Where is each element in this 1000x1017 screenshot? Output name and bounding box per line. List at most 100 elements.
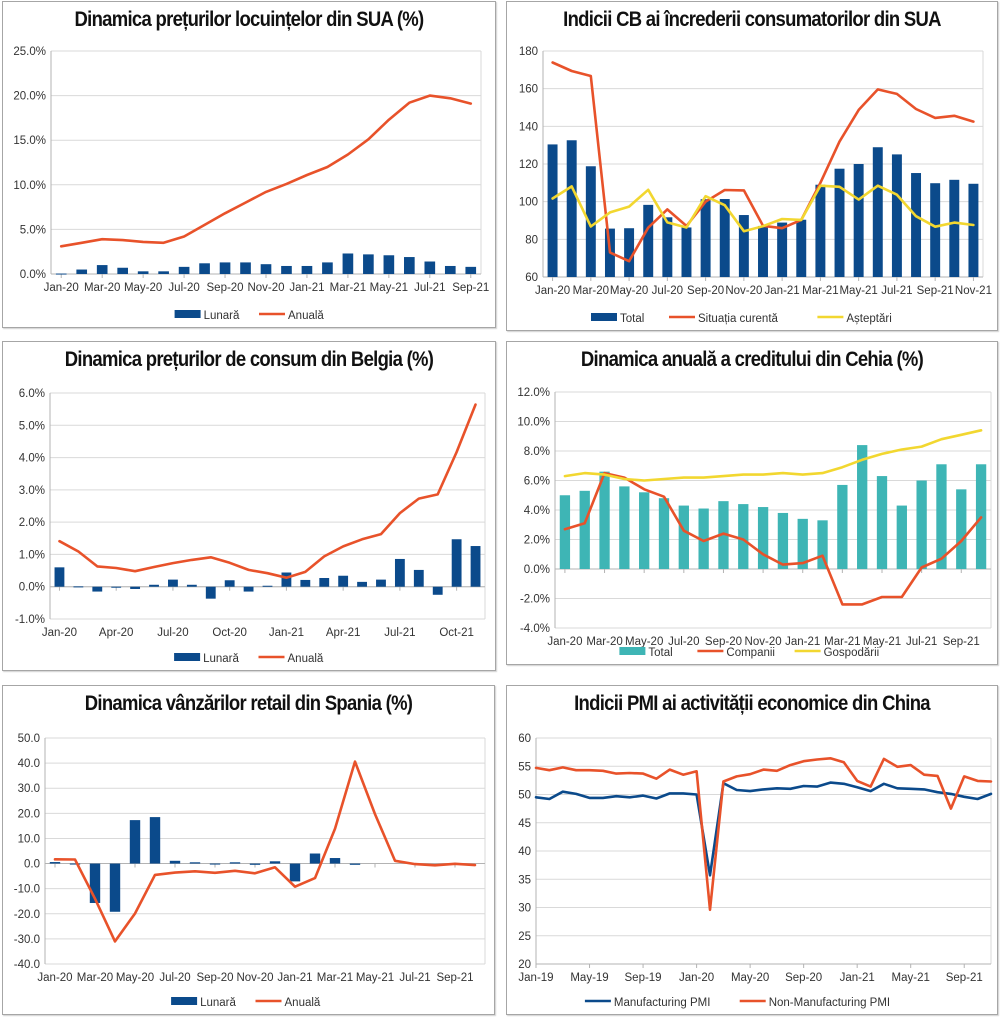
bar-lunar- — [55, 273, 67, 275]
y-tick-label: 0.0% — [20, 269, 46, 281]
x-tick-label: Jul-21 — [906, 636, 937, 648]
bar-lunar- — [376, 579, 386, 587]
y-tick-label: 55 — [518, 761, 531, 773]
bar-lunar- — [117, 267, 128, 274]
y-tick-label: 2.0% — [524, 535, 550, 547]
y-tick-label: 6.0% — [524, 476, 550, 488]
y-tick-label: 10.0 — [18, 833, 40, 845]
y-tick-label: 35 — [518, 874, 531, 886]
y-tick-label: 40 — [518, 846, 531, 858]
bar-total — [599, 471, 610, 569]
y-tick-label: 4.0% — [524, 505, 550, 517]
y-tick-label: 30.0 — [18, 783, 40, 795]
x-tick-label: May-20 — [124, 282, 162, 294]
bar-total — [662, 217, 673, 277]
bar-total — [857, 445, 868, 569]
y-tick-label: -2.0% — [520, 594, 550, 606]
x-tick-label: Jul-20 — [652, 285, 683, 297]
y-tick-label: -10.0 — [14, 884, 40, 896]
bar-lunar- — [357, 581, 367, 587]
bar-lunar- — [451, 539, 462, 587]
bar-total — [891, 154, 902, 277]
bar-total — [777, 512, 789, 569]
x-tick-label: May-21 — [356, 972, 394, 984]
bar-total — [817, 520, 828, 569]
x-tick-label: Jul-20 — [157, 627, 188, 639]
y-tick-label: 0.0% — [19, 582, 45, 594]
line-series-companii — [563, 471, 983, 606]
bar-total — [579, 490, 590, 569]
bar-lunar- — [301, 265, 313, 274]
bar-lunar- — [329, 858, 341, 864]
bar-lunar- — [260, 264, 272, 274]
bar-total — [876, 476, 888, 569]
chart-title: Dinamica vânzărilor retail din Spania (%… — [84, 692, 413, 715]
legend-swatch — [171, 997, 198, 1005]
line-series-manufacturing-pmi — [534, 781, 993, 877]
legend-label: Anuală — [288, 310, 324, 322]
bar-lunar- — [199, 263, 210, 274]
chart-czech-credit: -4.0% -2.0% 0.0% 2.0% 4.0% 6.0% 8.0% 10.0% 12.0%… — [517, 387, 992, 659]
y-tick-label: 40.0 — [18, 758, 40, 770]
bar-total — [678, 505, 689, 569]
bar-total — [837, 484, 848, 569]
bar-lunar- — [394, 558, 405, 587]
bar-lunar- — [209, 863, 221, 865]
bar-lunar- — [229, 862, 241, 864]
chart-panel-spain-retail: Dinamica vânzărilor retail din Spania (%… — [2, 685, 495, 1015]
y-tick-label: 0.0 — [24, 859, 40, 871]
x-tick-label: Mar-20 — [77, 972, 113, 984]
y-tick-label: -4.0% — [520, 623, 550, 635]
x-tick-label: May-21 — [892, 972, 930, 984]
bar-total — [639, 492, 650, 569]
legend-label: Lunară — [203, 653, 239, 665]
x-tick-label: Sep-20 — [785, 972, 822, 984]
legend-swatch — [591, 313, 617, 321]
y-tick-label: 12.0% — [517, 387, 550, 399]
x-tick-label: Jan-21 — [765, 285, 800, 297]
bar-lunar- — [92, 586, 103, 592]
legend: Total Situația curentă Așteptări — [591, 313, 892, 325]
y-tick-label: 10.0% — [13, 180, 46, 192]
chart-spain-retail: -40.0 -30.0 -20.0 -10.0 0.0 10.0 20.0 30.0 40.0 5… — [14, 733, 486, 1009]
y-tick-label: 60 — [525, 272, 538, 284]
bar-total — [738, 215, 749, 277]
bar-lunar- — [76, 269, 88, 274]
x-tick-label: May-19 — [570, 972, 608, 984]
y-tick-label: 5.0% — [20, 224, 46, 236]
bar-total — [896, 505, 907, 569]
line-series-gospod-rii — [563, 429, 983, 482]
line-series-a-tept-ri — [551, 184, 975, 233]
bar-total — [872, 147, 883, 277]
chart-title: Dinamica anuală a creditului din Cehia (… — [580, 348, 924, 371]
x-tick-label: May-21 — [863, 636, 901, 648]
x-tick-label: Oct-21 — [439, 627, 474, 639]
chart-panel-belgium-cpi: Dinamica prețurilor de consum din Belgia… — [2, 341, 496, 671]
x-tick-label: Sep-21 — [917, 285, 954, 297]
legend-label: Total — [620, 313, 644, 325]
bar-total — [834, 168, 845, 277]
bar-lunar- — [205, 586, 216, 599]
bar-lunar- — [168, 579, 178, 587]
x-tick-label: Sep-19 — [625, 972, 662, 984]
bar-total — [698, 508, 709, 569]
chart-title: Indicii CB ai încrederii consumatorilor … — [563, 8, 941, 31]
y-tick-label: 180 — [519, 46, 538, 58]
y-tick-label: 8.0% — [524, 446, 550, 458]
bar-total — [566, 140, 577, 277]
bar-total — [719, 199, 730, 277]
x-tick-label: Jul-21 — [414, 282, 445, 294]
bar-lunar- — [149, 584, 159, 587]
bar-lunar- — [338, 575, 349, 587]
x-tick-label: Jan-20 — [42, 627, 77, 639]
bar-total — [796, 219, 807, 277]
bar-total — [956, 489, 967, 569]
bar-lunar- — [111, 586, 122, 588]
y-tick-label: 6.0% — [19, 388, 45, 400]
x-tick-label: Jan-21 — [277, 972, 312, 984]
bar-lunar- — [178, 266, 190, 274]
y-tick-label: 100 — [519, 197, 538, 209]
bar-lunar- — [262, 585, 273, 587]
bar-lunar- — [309, 853, 321, 864]
bar-lunar- — [219, 262, 231, 274]
